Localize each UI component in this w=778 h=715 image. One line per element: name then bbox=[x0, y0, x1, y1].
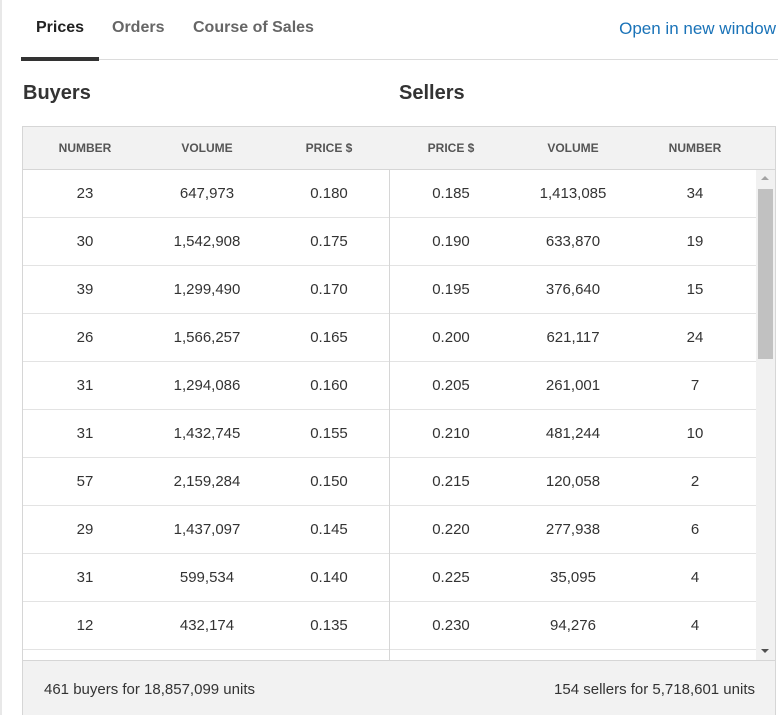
sellers-price-cell: 0.205 bbox=[432, 377, 470, 394]
table-header: NUMBER VOLUME PRICE $ PRICE $ VOLUME NUM… bbox=[23, 127, 775, 170]
sellers-number-cell: 10 bbox=[686, 425, 704, 442]
buyers-number-cell: 12 bbox=[76, 617, 94, 634]
buyers-volume-cell: 647,973 bbox=[179, 185, 235, 202]
col-header-buyers-volume: VOLUME bbox=[181, 141, 233, 155]
col-header-buyers-price: PRICE $ bbox=[305, 141, 353, 155]
sellers-volume-cell: 35,095 bbox=[550, 569, 596, 586]
sellers-number-cell: 6 bbox=[690, 521, 700, 538]
scroll-down-arrow-icon[interactable] bbox=[756, 643, 775, 660]
sellers-price-cell: 0.185 bbox=[432, 185, 470, 202]
sellers-volume-cell: 1,413,085 bbox=[539, 185, 607, 202]
buyers-heading: Buyers bbox=[23, 82, 91, 104]
sellers-number-cell: 7 bbox=[690, 377, 700, 394]
buyers-price-cell: 0.150 bbox=[310, 473, 348, 490]
scroll-up-arrow-icon[interactable] bbox=[756, 170, 775, 187]
sellers-volume-cell: 376,640 bbox=[545, 281, 601, 298]
col-header-sellers-volume: VOLUME bbox=[547, 141, 599, 155]
buyers-price-cell: 0.160 bbox=[310, 377, 348, 394]
buyers-price-cell: 0.140 bbox=[310, 569, 348, 586]
open-in-new-window-link[interactable]: Open in new window bbox=[619, 19, 776, 38]
buyers-price-cell: 0.180 bbox=[310, 185, 348, 202]
sellers-volume-cell: 94,276 bbox=[550, 617, 596, 634]
sellers-price-cell: 0.215 bbox=[432, 473, 470, 490]
buyers-volume-cell: 599,534 bbox=[179, 569, 235, 586]
buyers-price-cell: 0.175 bbox=[310, 233, 348, 250]
scrollbar-thumb[interactable] bbox=[758, 189, 773, 359]
buyers-sellers-divider bbox=[389, 170, 390, 660]
sellers-number-cell: 2 bbox=[690, 473, 700, 490]
buyers-price-cell: 0.145 bbox=[310, 521, 348, 538]
col-header-sellers-price: PRICE $ bbox=[427, 141, 475, 155]
buyers-number-cell: 23 bbox=[76, 185, 94, 202]
buyers-volume-cell: 2,159,284 bbox=[173, 473, 241, 490]
sellers-price-cell: 0.190 bbox=[432, 233, 470, 250]
buyers-number-cell: 31 bbox=[76, 569, 94, 586]
depth-table: NUMBER VOLUME PRICE $ PRICE $ VOLUME NUM… bbox=[22, 126, 776, 715]
sellers-heading: Sellers bbox=[399, 82, 465, 104]
buyers-price-cell: 0.155 bbox=[310, 425, 348, 442]
buyers-number-cell: 30 bbox=[76, 233, 94, 250]
sellers-price-cell: 0.195 bbox=[432, 281, 470, 298]
buyers-volume-cell: 1,566,257 bbox=[173, 329, 241, 346]
buyers-price-cell: 0.170 bbox=[310, 281, 348, 298]
table-row: 31 1,294,086 0.160 0.205 261,001 7 bbox=[23, 362, 756, 410]
sellers-number-cell: 15 bbox=[686, 281, 704, 298]
tab-bar: Prices Orders Course of Sales Open in ne… bbox=[21, 0, 778, 61]
sellers-number-cell: 4 bbox=[690, 569, 700, 586]
sellers-price-cell: 0.230 bbox=[432, 617, 470, 634]
buyers-price-cell: 0.165 bbox=[310, 329, 348, 346]
sellers-volume-cell: 120,058 bbox=[545, 473, 601, 490]
buyers-number-cell: 31 bbox=[76, 377, 94, 394]
buyers-price-cell: 0.135 bbox=[310, 617, 348, 634]
col-header-sellers-number: NUMBER bbox=[668, 141, 722, 155]
sellers-volume-cell: 277,938 bbox=[545, 521, 601, 538]
buyers-volume-cell: 1,299,490 bbox=[173, 281, 241, 298]
sellers-number-cell: 4 bbox=[690, 617, 700, 634]
sellers-price-cell: 0.220 bbox=[432, 521, 470, 538]
buyers-number-cell: 29 bbox=[76, 521, 94, 538]
sellers-volume-cell: 621,117 bbox=[546, 329, 600, 346]
buyers-volume-cell: 1,437,097 bbox=[173, 521, 241, 538]
sellers-volume-cell: 633,870 bbox=[545, 233, 601, 250]
tab-orders[interactable]: Orders bbox=[112, 19, 165, 36]
buyers-volume-cell: 432,174 bbox=[179, 617, 235, 634]
sellers-volume-cell: 481,244 bbox=[545, 425, 601, 442]
table-row: 12 432,174 0.135 0.230 94,276 4 bbox=[23, 602, 756, 650]
buyers-summary: 461 buyers for 18,857,099 units bbox=[44, 681, 255, 698]
tab-prices[interactable]: Prices bbox=[21, 0, 99, 61]
buyers-volume-cell: 1,294,086 bbox=[173, 377, 241, 394]
sellers-price-cell: 0.200 bbox=[432, 329, 470, 346]
tab-course-of-sales[interactable]: Course of Sales bbox=[193, 19, 314, 36]
table-row: 30 1,542,908 0.175 0.190 633,870 19 bbox=[23, 218, 756, 266]
buyers-volume-cell: 1,432,745 bbox=[173, 425, 241, 442]
sellers-volume-cell: 261,001 bbox=[545, 377, 601, 394]
sellers-price-cell: 0.210 bbox=[432, 425, 470, 442]
table-footer: 461 buyers for 18,857,099 units 154 sell… bbox=[23, 660, 775, 715]
buyers-number-cell: 39 bbox=[76, 281, 94, 298]
vertical-scrollbar[interactable] bbox=[756, 170, 775, 660]
col-header-buyers-number: NUMBER bbox=[58, 141, 112, 155]
left-edge-border bbox=[0, 0, 2, 715]
sellers-number-cell: 34 bbox=[686, 185, 704, 202]
buyers-number-cell: 31 bbox=[76, 425, 94, 442]
sellers-summary: 154 sellers for 5,718,601 units bbox=[554, 681, 755, 698]
sellers-number-cell: 19 bbox=[686, 233, 704, 250]
buyers-volume-cell: 1,542,908 bbox=[173, 233, 241, 250]
sellers-price-cell: 0.225 bbox=[432, 569, 470, 586]
buyers-number-cell: 57 bbox=[76, 473, 94, 490]
buyers-number-cell: 26 bbox=[76, 329, 94, 346]
table-row: 39 1,299,490 0.170 0.195 376,640 15 bbox=[23, 266, 756, 314]
sellers-number-cell: 24 bbox=[686, 329, 704, 346]
